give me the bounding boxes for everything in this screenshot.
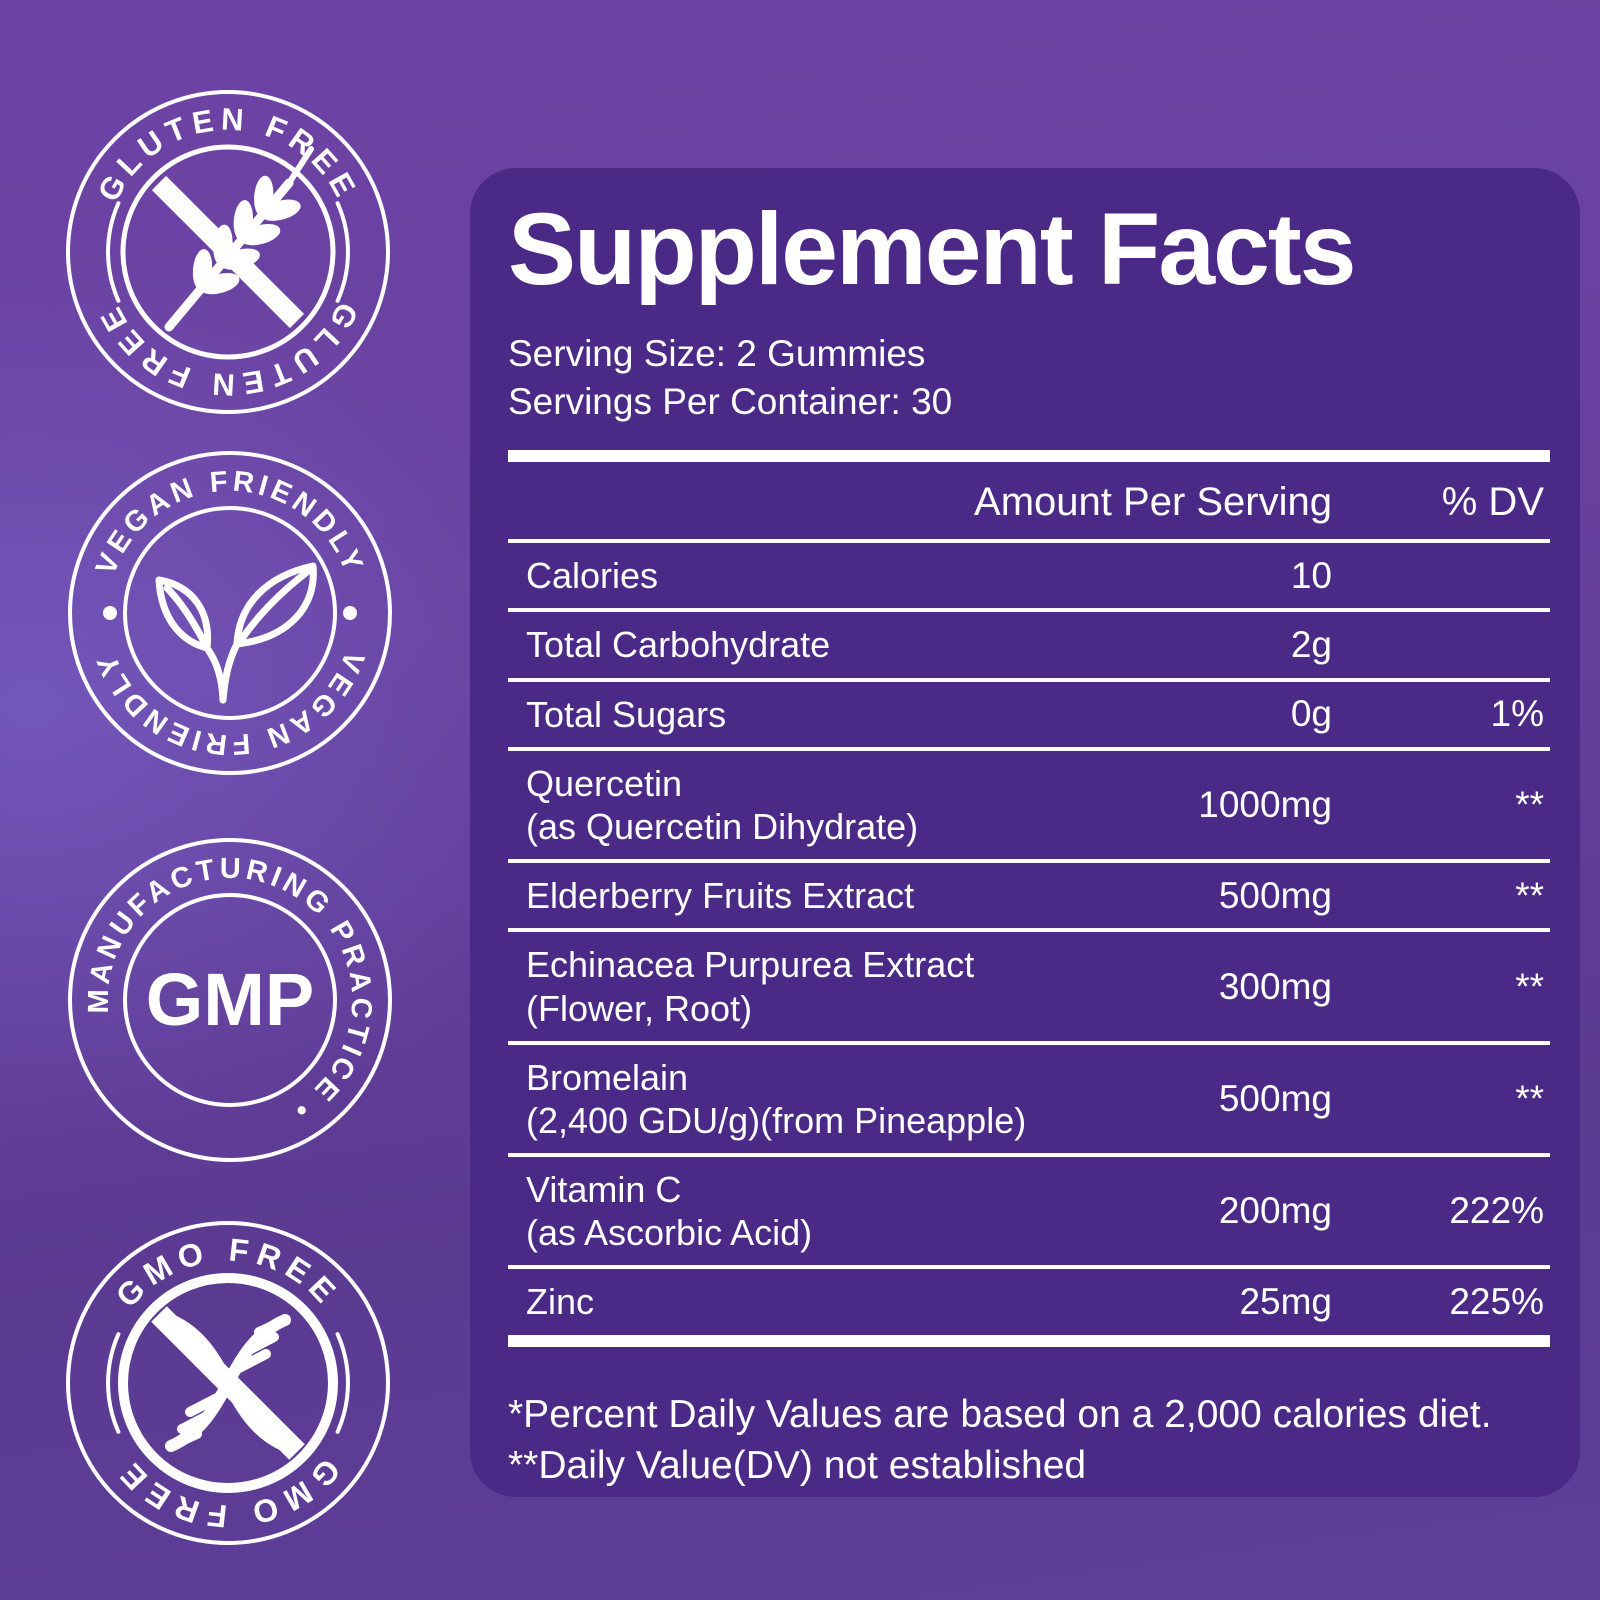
table-row: Quercetin (as Quercetin Dihydrate) 1000m… [508, 746, 1550, 859]
facts-table: Calories 10 Total Carbohydrate 2g Total … [508, 539, 1550, 1334]
prohibition-circle [120, 144, 336, 360]
ingredient-name: Bromelain [526, 1056, 689, 1098]
table-row: Elderberry Fruits Extract 500mg ** [508, 859, 1550, 928]
inner-ring [123, 893, 337, 1107]
ingredient-amount: 200mg [1218, 1190, 1332, 1232]
ingredient-amount: 1000mg [1198, 783, 1332, 825]
ingredient-dv: ** [1515, 965, 1544, 1007]
serving-size-line: Serving Size: 2 Gummies [508, 333, 926, 374]
vegan-friendly-badge: VEGAN FRIENDLY VEGAN FRIENDLY [68, 451, 392, 775]
right-arc [335, 201, 350, 303]
ingredient-name: Total Carbohydrate [526, 624, 831, 666]
ingredient-dv: ** [1515, 874, 1544, 916]
table-row: Total Carbohydrate 2g [508, 608, 1550, 677]
gmp-center-text: GMP [146, 958, 315, 1041]
outer-ring [68, 451, 392, 775]
left-arc [106, 201, 121, 303]
outer-ring [66, 90, 390, 414]
right-arc [335, 1332, 350, 1434]
table-row: Total Sugars 0g 1% [508, 677, 1550, 747]
thick-divider-top [508, 450, 1550, 463]
badge-arc-text-bottom: GMO FREE [109, 1452, 348, 1535]
left-arc [106, 1332, 121, 1434]
page-title: Supplement Facts [508, 192, 1357, 306]
ingredient-dv: ** [1515, 783, 1544, 825]
badge-arc-text-bottom: GLUTEN FREE [91, 297, 366, 403]
gluten-free-badge: GLUTEN FREE GLUTEN FREE [66, 90, 390, 414]
supplement-panel: Supplement Facts Serving Size: 2 Gummies… [470, 168, 1580, 1497]
ingredient-detail: (as Quercetin Dihydrate) [526, 805, 919, 847]
table-row: Echinacea Purpurea Extract (Flower, Root… [508, 928, 1550, 1040]
ingredient-amount: 0g [1290, 693, 1332, 735]
left-dot [103, 606, 117, 620]
amount-header: Amount Per Serving [974, 480, 1332, 525]
right-dot [343, 606, 357, 620]
sprout-leaves-icon [155, 562, 317, 704]
footnote-daily-values: *Percent Daily Values are based on a 2,0… [508, 1392, 1492, 1436]
ingredient-amount: 25mg [1239, 1281, 1332, 1323]
inner-ring [123, 506, 337, 720]
ingredient-detail: (Flower, Root) [526, 987, 753, 1029]
badge-arc-text-top: VEGAN FRIENDLY [90, 466, 370, 580]
ingredient-name: Calories [526, 555, 659, 597]
ingredient-dv: 222% [1449, 1190, 1544, 1232]
table-row: Vitamin C (as Ascorbic Acid) 200mg 222% [508, 1153, 1550, 1265]
thick-divider-bottom [508, 1334, 1550, 1347]
ingredient-name: Total Sugars [526, 693, 727, 735]
ingredient-dv: 225% [1449, 1281, 1544, 1323]
ingredient-name: Elderberry Fruits Extract [526, 875, 915, 917]
ingredient-amount: 300mg [1218, 965, 1332, 1007]
outer-ring [68, 838, 392, 1162]
servings-per-container-line: Servings Per Container: 30 [508, 381, 953, 423]
dv-header: % DV [1441, 480, 1544, 525]
ingredient-amount: 2g [1290, 623, 1332, 665]
gmo-free-badge: GMO FREE GMO FREE [66, 1221, 390, 1545]
ingredient-dv: 1% [1490, 693, 1544, 735]
ingredient-name: Vitamin C [526, 1169, 682, 1211]
ingredient-name: Echinacea Purpurea Extract [526, 944, 975, 986]
ingredient-amount: 500mg [1218, 874, 1332, 916]
ingredient-name: Quercetin [526, 762, 683, 804]
table-row: Zinc 25mg 225% [508, 1265, 1550, 1334]
column-header-row: Amount Per Serving % DV [508, 462, 1550, 539]
slash-icon [151, 175, 305, 329]
badge-arc-text-top: GMO FREE [109, 1231, 348, 1314]
table-row: Calories 10 [508, 539, 1550, 608]
footnote-dv-not-established: **Daily Value(DV) not established [508, 1444, 1087, 1488]
ingredient-detail: (as Ascorbic Acid) [526, 1212, 813, 1254]
table-row: Bromelain (2,400 GDU/g)(from Pineapple) … [508, 1040, 1550, 1153]
prohibition-circle [118, 1273, 338, 1493]
ingredient-detail: (2,400 GDU/g)(from Pineapple) [526, 1099, 1027, 1141]
ingredient-amount: 10 [1290, 554, 1332, 596]
ingredient-name: Zinc [526, 1281, 595, 1323]
outer-ring [66, 1221, 390, 1545]
slash-icon [151, 1306, 305, 1460]
gmp-badge: GOOD MANUFACTURING PRACTICE • GMP [65, 835, 392, 1162]
ingredient-dv: ** [1515, 1077, 1544, 1119]
ingredient-amount: 500mg [1218, 1077, 1332, 1119]
badge-arc-text-top: GLUTEN FREE [91, 101, 366, 207]
